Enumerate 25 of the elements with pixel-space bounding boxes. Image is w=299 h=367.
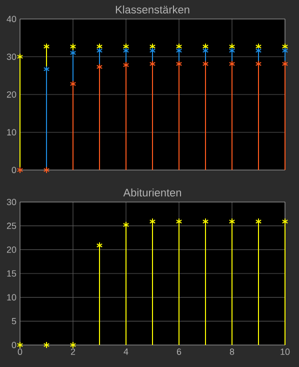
y-tick-label: 0: [12, 166, 16, 174]
y-tick-label: 10: [7, 129, 16, 136]
y-tick-label: 15: [7, 270, 16, 277]
y-tick-label: 40: [6, 16, 16, 22]
y-tick-label: 0: [12, 342, 16, 348]
point: [43, 166, 50, 174]
y-tick-label: 30: [6, 54, 16, 60]
point: [16, 342, 24, 349]
chart-title: Abiturienten: [123, 188, 182, 197]
point: [70, 342, 76, 349]
y-tick-label: 25: [6, 222, 16, 230]
x-tick-label: 0: [18, 348, 22, 355]
x-tick-label: 8: [230, 348, 234, 355]
x-tick-label: 4: [124, 348, 128, 355]
y-tick-label: 20: [6, 91, 16, 98]
x-tick-label: 6: [176, 348, 182, 355]
y-tick-label: 5: [12, 318, 16, 324]
y-tick-label: 10: [7, 294, 16, 301]
chart-title: Klassenstärken: [116, 5, 190, 14]
x-tick-label: 2: [70, 348, 76, 355]
y-tick-label: 20: [6, 246, 16, 253]
y-tick-label: 30: [6, 198, 16, 206]
point: [43, 342, 50, 349]
x-tick-label: 10: [280, 348, 290, 355]
point: [16, 166, 24, 174]
